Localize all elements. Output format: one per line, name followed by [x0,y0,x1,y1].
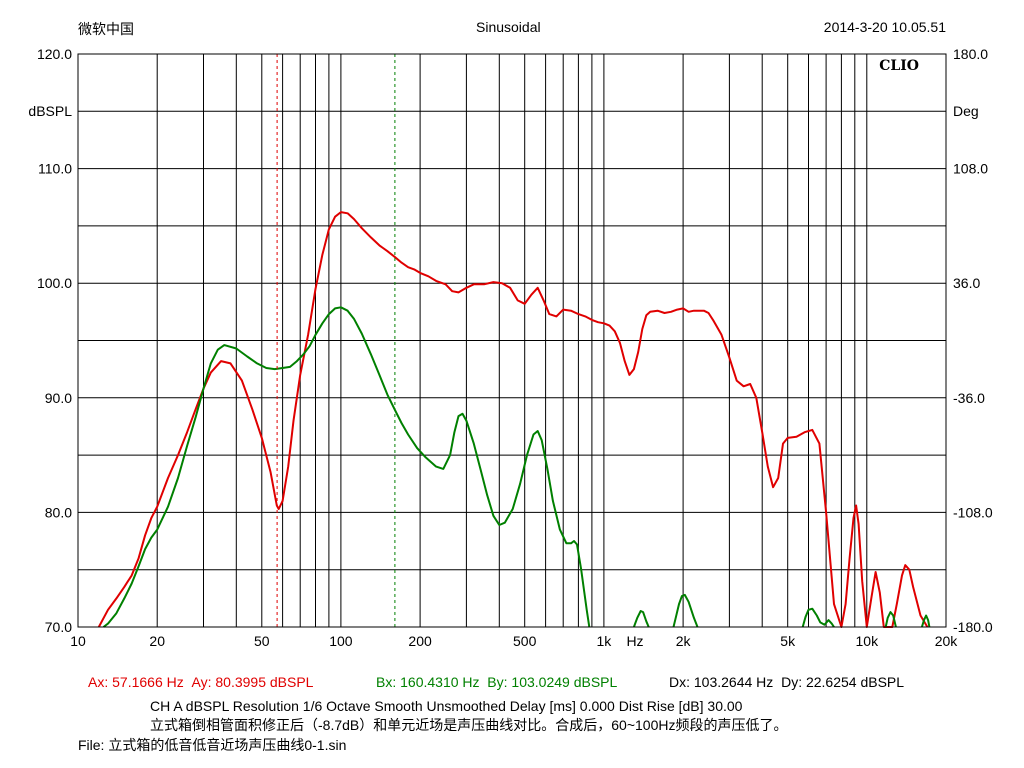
x-unit-label: Hz [626,633,643,649]
x-tick-label: 200 [408,633,432,649]
y2-tick-label: -108.0 [953,504,993,520]
cursor-ax: Ax: 57.1666 Hz [88,674,184,690]
series-curve-1 [102,306,591,628]
cursor-dy: Dy: 22.6254 dBSPL [781,674,905,690]
y-tick-label: 110.0 [38,161,72,177]
y-tick-label: 90.0 [45,390,72,406]
x-tick-label: 50 [254,633,270,649]
series-curve-0 [97,211,929,628]
y2-tick-label: -36.0 [953,390,985,406]
series-curve-2 [632,610,650,628]
cursor-by: By: 103.0249 dBSPL [487,674,618,690]
cursor-b: Bx: 160.4310 Hz By: 103.0249 dBSPL [376,674,617,690]
settings-line: CH A dBSPL Resolution 1/6 Octave Smooth … [150,698,743,714]
y2-tick-label: 180.0 [953,46,988,62]
header-title: Sinusoidal [476,19,541,35]
note-line: 立式箱倒相管面积修正后（-8.7dB）和单元近场是声压曲线对比。合成后，60~1… [150,717,788,733]
y2-tick-label: -180.0 [953,619,993,635]
plot-frame [77,53,947,628]
y-tick-label: 70.0 [45,619,72,635]
x-tick-label: 20 [149,633,165,649]
y-axis-label: dBSPL [28,103,72,119]
cursor-ay: Ay: 80.3995 dBSPL [191,674,314,690]
y-tick-label: 80.0 [45,504,72,520]
x-tick-label: 20k [935,633,959,649]
x-tick-label: 100 [329,633,353,649]
x-tick-label: 2k [676,633,692,649]
cursor-a: Ax: 57.1666 Hz Ay: 80.3995 dBSPL [88,674,313,690]
y-tick-label: 120.0 [37,46,72,62]
y2-axis-label: Deg [953,103,979,119]
header-left: 微软中国 [78,21,134,37]
cursor-delta: Dx: 103.2644 Hz Dy: 22.6254 dBSPL [669,674,904,690]
x-tick-label: 10 [70,633,86,649]
x-tick-label: 5k [780,633,796,649]
x-tick-label: 10k [856,633,880,649]
file-line: File: 立式箱的低音低音近场声压曲线0-1.sin [78,737,347,753]
series-curve-5 [884,611,897,628]
clio-badge: CLIO [879,58,919,74]
curves [97,211,931,628]
y2-tick-label: 108.0 [953,161,988,177]
grid [78,54,946,627]
series-curve-6 [920,614,931,628]
series-curve-4 [801,607,835,628]
cursor-bx: Bx: 160.4310 Hz [376,674,480,690]
cursor-dx: Dx: 103.2644 Hz [669,674,774,690]
series-curve-3 [672,593,699,628]
header-timestamp: 2014-3-20 10.05.51 [823,19,946,35]
x-tick-label: 500 [513,633,537,649]
y-tick-label: 100.0 [37,275,72,291]
x-tick-label: 1k [597,633,613,649]
axis-labels: 10 20 50 100 200 500 1k 2k 5k 10k 20k Hz 70.0 80.0 90.… [28,46,993,649]
y2-tick-label: 36.0 [953,275,980,291]
